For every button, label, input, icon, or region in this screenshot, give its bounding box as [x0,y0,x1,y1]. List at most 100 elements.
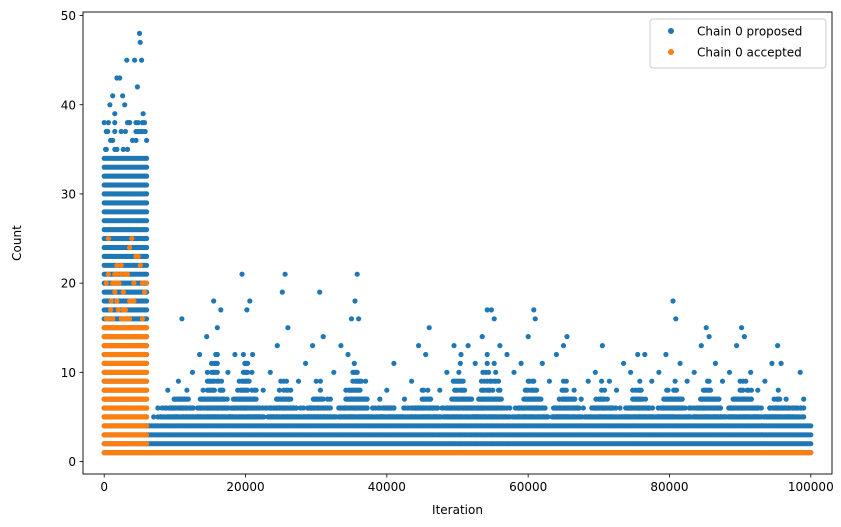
data-point [245,360,251,366]
data-point [592,369,598,375]
data-point [808,423,814,429]
data-point [200,414,206,420]
data-point [775,387,781,393]
data-point [144,235,150,242]
data-point [214,351,220,358]
data-point [144,173,150,179]
data-point [274,343,280,349]
data-point [327,396,333,402]
data-point [129,298,136,304]
data-point [288,387,294,393]
y-tick-label: 20 [61,277,76,291]
data-point [285,325,291,331]
data-point [491,316,497,322]
data-point [552,405,558,411]
legend-label-accepted: Chain 0 accepted [697,46,802,60]
data-point [356,316,362,322]
data-point [577,414,584,420]
data-point [525,334,531,340]
data-marks [101,30,814,456]
data-point [244,307,250,313]
data-point [144,298,150,304]
data-point [642,351,648,358]
data-point [144,155,150,161]
data-point [762,378,768,384]
data-point [613,387,620,393]
data-point [131,280,137,286]
data-point [122,102,128,108]
data-point [679,396,685,402]
data-point [677,360,683,366]
data-point [327,414,333,420]
data-point [144,218,150,224]
data-point [240,414,246,420]
data-point [665,387,671,393]
data-point [391,405,397,411]
data-point [101,120,107,126]
data-point [628,405,634,411]
data-point [293,405,299,411]
data-point [338,343,344,349]
data-point [625,414,632,420]
data-point [458,351,464,358]
data-point [352,298,358,304]
data-point [239,271,245,277]
data-point [144,325,150,331]
data-point [317,289,323,295]
data-point [214,325,220,331]
data-point [144,414,150,420]
data-point [137,262,143,268]
data-point [497,405,503,411]
data-point [144,405,150,411]
data-point [197,351,203,358]
data-point [740,387,746,393]
data-point [245,369,251,375]
data-point [144,351,150,358]
data-point [585,378,591,384]
data-point [504,351,510,358]
data-point [115,307,121,313]
data-point [214,360,220,366]
data-point [310,405,316,411]
data-point [463,414,469,420]
data-point [507,405,513,411]
data-point [214,369,220,375]
data-point [279,289,285,295]
data-point [790,405,796,411]
data-point [730,405,736,411]
y-tick-label: 0 [68,455,76,469]
data-point [144,316,150,322]
data-point [621,360,627,366]
data-point [664,405,670,411]
data-point [703,325,709,331]
data-point [103,146,109,152]
data-point [151,414,157,420]
data-point [808,450,814,456]
data-point [139,316,145,322]
data-point [497,343,503,349]
data-point [353,405,359,411]
data-point [370,405,376,411]
data-point [642,396,649,402]
y-tick-label: 50 [61,9,76,23]
data-point [710,405,716,411]
data-point [521,405,527,411]
data-point [460,378,466,384]
data-point [707,387,714,393]
data-point [572,414,578,420]
data-point [118,262,124,268]
data-point [172,405,178,411]
data-point [107,102,113,108]
data-point [189,369,196,375]
data-point [144,262,150,268]
data-point [124,57,130,63]
data-point [283,405,290,411]
data-point [484,307,490,313]
data-point [635,351,641,358]
data-point [679,405,685,411]
data-point [444,369,450,375]
data-point [642,414,649,420]
data-point [748,387,755,393]
data-point [129,235,135,242]
data-point [310,343,316,349]
